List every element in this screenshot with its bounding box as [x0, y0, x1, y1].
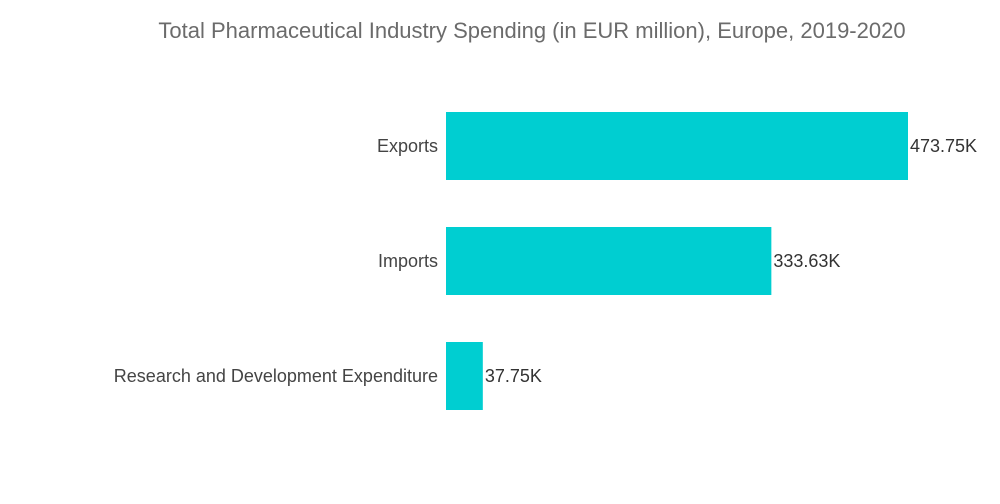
bar-2	[446, 342, 483, 410]
value-label-0: 473.75K	[910, 136, 977, 156]
category-label-2: Research and Development Expenditure	[114, 366, 438, 386]
value-label-2: 37.75K	[485, 366, 542, 386]
bar-1	[446, 227, 772, 295]
category-label-1: Imports	[378, 251, 438, 271]
plot-area: Exports 473.75K Imports 333.63K Research and…	[114, 112, 977, 410]
bar-0	[446, 112, 908, 180]
value-label-1: 333.63K	[773, 251, 840, 271]
chart-title: Total Pharmaceutical Industry Spending (…	[158, 18, 905, 43]
category-label-0: Exports	[377, 136, 438, 156]
